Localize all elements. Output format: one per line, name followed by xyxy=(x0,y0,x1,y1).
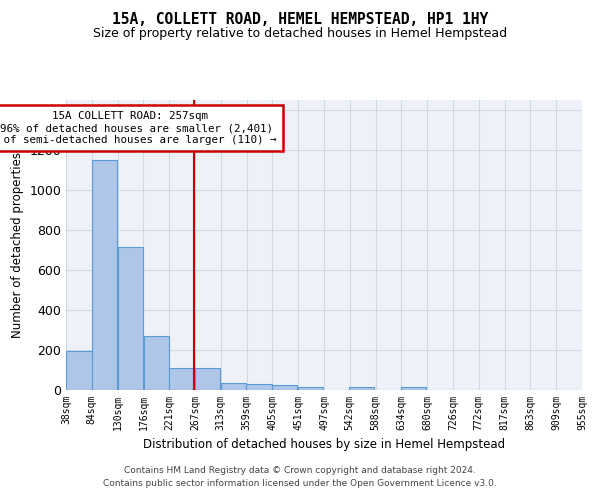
Bar xyxy=(401,387,426,390)
Bar xyxy=(349,387,374,390)
Text: Size of property relative to detached houses in Hemel Hempstead: Size of property relative to detached ho… xyxy=(93,28,507,40)
Text: Contains HM Land Registry data © Crown copyright and database right 2024.
Contai: Contains HM Land Registry data © Crown c… xyxy=(103,466,497,487)
Bar xyxy=(143,336,169,390)
Bar xyxy=(221,383,246,390)
Bar xyxy=(195,368,220,390)
Bar xyxy=(118,247,143,390)
Text: 15A, COLLETT ROAD, HEMEL HEMPSTEAD, HP1 1HY: 15A, COLLETT ROAD, HEMEL HEMPSTEAD, HP1 … xyxy=(112,12,488,28)
Bar xyxy=(247,384,272,390)
X-axis label: Distribution of detached houses by size in Hemel Hempstead: Distribution of detached houses by size … xyxy=(143,438,505,452)
Bar xyxy=(272,385,298,390)
Y-axis label: Number of detached properties: Number of detached properties xyxy=(11,152,24,338)
Bar xyxy=(66,351,92,390)
Bar xyxy=(92,160,118,390)
Bar xyxy=(298,387,323,390)
Text: 15A COLLETT ROAD: 257sqm
← 96% of detached houses are smaller (2,401)
4% of semi: 15A COLLETT ROAD: 257sqm ← 96% of detach… xyxy=(0,112,277,144)
Bar xyxy=(169,368,194,390)
